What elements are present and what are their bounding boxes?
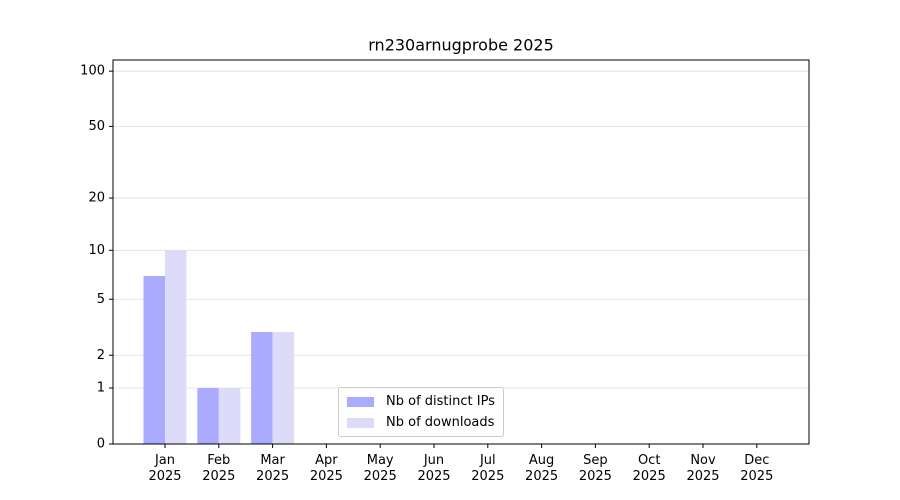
y-tick-label: 1	[97, 381, 105, 396]
x-tick-label: Mar 2025	[256, 453, 290, 484]
chart-title: rn230arnugprobe 2025	[368, 36, 554, 55]
x-tick-label: Jul 2025	[471, 453, 505, 484]
x-tick-label: Dec 2025	[740, 453, 774, 484]
y-tick-label: 100	[80, 64, 105, 79]
x-tick-label: May 2025	[363, 453, 397, 484]
x-tick-label: Jun 2025	[417, 453, 451, 484]
x-tick-label: Oct 2025	[632, 453, 666, 484]
bar	[251, 332, 273, 444]
y-tick-label: 10	[88, 243, 105, 258]
y-tick-label: 20	[88, 191, 105, 206]
legend-label: Nb of downloads	[386, 415, 495, 430]
y-tick-label: 5	[97, 292, 105, 307]
legend-label: Nb of distinct IPs	[386, 394, 495, 409]
bar	[272, 332, 295, 444]
plot-frame	[112, 59, 810, 445]
x-tick-label: Aug 2025	[525, 453, 559, 484]
bar	[165, 250, 187, 444]
y-tick-label: 50	[88, 119, 105, 134]
bar	[197, 388, 219, 444]
legend-swatch	[347, 417, 374, 428]
y-tick-label: 2	[97, 348, 105, 363]
bar	[218, 388, 241, 444]
legend-swatch	[347, 396, 374, 407]
x-tick-label: Sep 2025	[578, 453, 612, 484]
legend-item: Nb of downloads	[347, 412, 495, 433]
y-tick-label: 0	[97, 437, 105, 452]
legend-item: Nb of distinct IPs	[347, 391, 495, 412]
x-tick-label: Nov 2025	[686, 453, 720, 484]
x-tick-label: Apr 2025	[309, 453, 343, 484]
legend: Nb of distinct IPs Nb of downloads	[338, 387, 504, 437]
x-tick-label: Feb 2025	[202, 453, 236, 484]
x-tick-label: Jan 2025	[148, 453, 182, 484]
bar	[143, 276, 165, 444]
